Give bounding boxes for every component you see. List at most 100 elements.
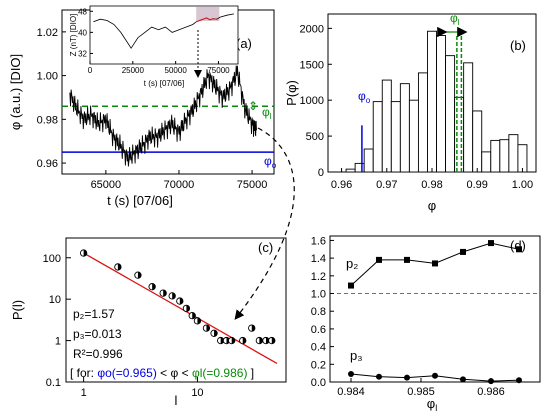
- scatter-point-fill: [137, 271, 142, 279]
- panel-d: 0.00.20.40.60.81.01.21.41.6 0.984 0.985 0.…: [311, 235, 541, 413]
- scatter-point-fill: [214, 330, 218, 337]
- panel-a-label: (a): [236, 36, 252, 51]
- histogram-bar: [445, 55, 456, 173]
- y-tick-label: 1.0: [311, 289, 326, 301]
- r2-annotation: R²=0.996: [73, 347, 123, 361]
- histogram-bars: [345, 30, 528, 173]
- phi-o-hist-label: φo: [358, 89, 371, 105]
- panel-c-label: (c): [258, 240, 273, 255]
- panel-b-y-ticks: 0 500 1000 1500 2000: [300, 23, 332, 179]
- y-tick-label: 0.8: [311, 306, 326, 318]
- inset-y-tick-label: 48: [78, 7, 87, 16]
- y-tick-label: 1: [55, 336, 61, 348]
- p3-annotation: p₃=0.013: [73, 327, 122, 341]
- histogram-bar: [372, 101, 383, 173]
- histogram-bar: [508, 134, 519, 173]
- inset-ylabel: Z (nT) [DIO]: [69, 14, 78, 57]
- scatter-point-fill: [192, 312, 196, 319]
- x-tick-label: 0.96: [331, 179, 352, 191]
- histogram-bar: [454, 96, 465, 173]
- x-tick-label: 0.986: [477, 386, 505, 398]
- x-tick-label: 1.00: [512, 179, 533, 191]
- y-tick-label: 0.4: [311, 342, 326, 354]
- panel-a-ylabel: φ (a.u.) [DIO]: [8, 54, 23, 130]
- inset-x-tick-label: 75000: [207, 66, 230, 75]
- p3-point: [348, 371, 354, 378]
- scatter-point-fill: [265, 337, 270, 344]
- x-tick-label: 10: [191, 387, 203, 399]
- x-tick-label: 75000: [237, 179, 268, 191]
- scatter-point-fill: [186, 305, 190, 312]
- histogram-bar: [408, 99, 419, 173]
- scatter-point-fill: [152, 283, 156, 290]
- y-tick-label: 0.6: [311, 324, 326, 336]
- panel-b-label: (b): [510, 38, 526, 53]
- x-tick-label: 65000: [91, 179, 122, 191]
- p2-point: [516, 246, 522, 253]
- inset-y-tick-label: 40: [78, 28, 87, 37]
- histogram-vlines: [361, 34, 463, 172]
- inset-series-highlight: [196, 17, 217, 23]
- y-tick-label: 1.4: [311, 253, 326, 265]
- x-tick-label: 0.98: [421, 179, 442, 191]
- x-tick-label: 70000: [164, 179, 195, 191]
- scatter-points: [79, 249, 276, 345]
- panel-a-xlabel: t (s) [07/06]: [107, 193, 173, 208]
- panel-b-ylabel: P(φ): [284, 80, 299, 106]
- panel-a: 0.96 0.98 1.00 1.02 65000 70000 75000 (a) ⇕ φ…: [8, 5, 277, 208]
- inset-x-tick-label: 50000: [165, 66, 188, 75]
- p2-point: [488, 240, 494, 247]
- connector-arrow: [234, 127, 295, 320]
- histogram-bar: [463, 62, 474, 173]
- inset-y-tick-label: 32: [78, 49, 87, 58]
- scatter-point-fill: [206, 324, 210, 332]
- panel-d-label: (d): [510, 238, 526, 253]
- panel-a-inset: 0 25000 50000 75000 32 40 48 t (s) [07/06] Z …: [69, 5, 239, 88]
- y-tick-label: 0.0: [311, 377, 326, 389]
- y-tick-label: 100: [43, 253, 61, 265]
- inset-x-tick-label: 25000: [122, 66, 145, 75]
- scatter-point-fill: [163, 289, 167, 297]
- phi-o-label: φo: [264, 154, 277, 170]
- y-tick-label: 500: [306, 131, 324, 143]
- panel-d-y-ticks: 0.0 0.2 0.4 0.6 0.8 1.0 1.2 1.4 1.6: [311, 235, 334, 389]
- p3-point: [460, 376, 466, 383]
- scatter-point-fill: [242, 337, 246, 344]
- phi-l-arrow-glyph: ⇕: [248, 99, 258, 113]
- x-tick-label: 0.985: [407, 386, 435, 398]
- inset-x-tick-label: 0: [88, 66, 93, 75]
- x-tick-label: 0.97: [376, 179, 397, 191]
- p2-point: [348, 282, 354, 289]
- y-tick-label: 10: [49, 294, 61, 306]
- p3-point: [432, 372, 438, 379]
- y-tick-label: 0: [318, 167, 324, 179]
- p2-point: [376, 256, 382, 263]
- panel-a-y-ticks: 0.96 0.98 1.00 1.02: [37, 27, 66, 170]
- phi-l-hist-label: φl: [450, 11, 460, 27]
- inset-highlight: [196, 7, 220, 21]
- range-annotation: [ for: φo(=0.965) < φ < φl(=0.986) ]: [70, 366, 254, 380]
- panel-d-series: [348, 240, 522, 385]
- histogram-bar: [427, 30, 437, 173]
- panel-d-xlabel: φl: [427, 396, 437, 413]
- panel-c-x-ticks: 1 10: [81, 377, 204, 399]
- x-tick-label: 0.99: [467, 179, 488, 191]
- y-tick-label: 1.2: [311, 271, 326, 283]
- y-tick-label: 0.1: [46, 377, 61, 389]
- panel-c-frame: [65, 237, 287, 383]
- scatter-point-fill: [172, 292, 176, 300]
- histogram-bar: [345, 168, 356, 173]
- p3-series-label: p₃: [350, 348, 363, 363]
- histogram-bar: [363, 148, 374, 173]
- panel-a-x-ticks: 65000 70000 75000: [91, 170, 268, 191]
- histogram-bar: [399, 83, 410, 173]
- inset-y-ticks: 32 40 48: [78, 7, 93, 58]
- panel-c: 0.1 1 10 100 1 10 (c) p₂=1.57 p₃=0.013 R²=0.…: [10, 237, 287, 408]
- fit-line: [83, 252, 278, 365]
- scatter-point-fill: [179, 297, 184, 305]
- panel-c-ylabel: P(l): [10, 300, 25, 320]
- y-tick-label: 1.6: [311, 235, 326, 247]
- scatter-point-fill: [220, 337, 224, 344]
- y-tick-label: 1500: [300, 59, 324, 71]
